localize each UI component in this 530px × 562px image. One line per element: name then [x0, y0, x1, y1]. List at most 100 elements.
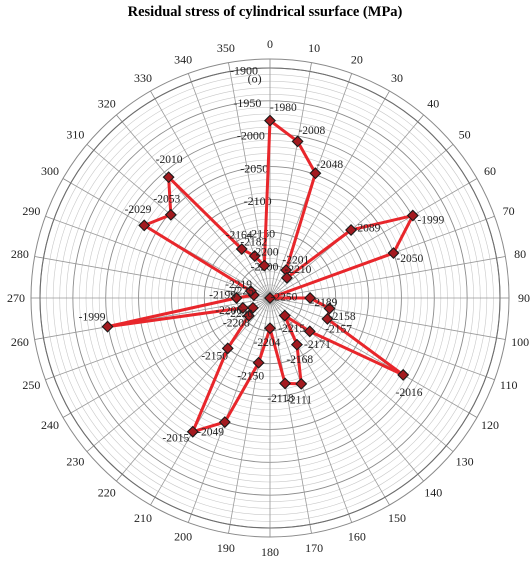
data-point-label: -2008	[298, 125, 325, 137]
rim-tick	[384, 496, 390, 506]
data-point-marker	[244, 285, 257, 298]
angle-tick-label: 190	[217, 541, 235, 555]
rim-tick	[485, 215, 495, 220]
angle-unit-label: (o)	[248, 72, 262, 86]
radial-tick-label: -2150	[247, 227, 275, 241]
data-point-label: -2015	[162, 433, 189, 445]
data-point-label: -2210	[285, 264, 312, 276]
data-point-marker	[295, 377, 308, 390]
data-point-label: -2201	[282, 255, 309, 267]
data-point-marker	[248, 250, 261, 262]
rim-tick	[468, 178, 478, 184]
angle-spoke	[190, 81, 271, 299]
rim-tick	[34, 256, 44, 259]
angle-tick-label: 240	[41, 418, 59, 432]
rim-tick	[496, 337, 506, 340]
angle-spoke	[53, 218, 271, 299]
data-point-label: -2199	[209, 290, 236, 302]
angle-tick-label: 140	[424, 486, 442, 500]
data-point-marker	[321, 312, 334, 325]
data-point-label: -2157	[325, 324, 352, 336]
angle-tick-label: 20	[351, 52, 363, 66]
radial-tick-label: -2100	[244, 194, 272, 208]
data-point-marker	[387, 247, 400, 260]
angle-tick-label: 310	[66, 128, 84, 142]
data-point-marker	[218, 416, 231, 429]
angle-tick-label: 230	[66, 454, 84, 468]
angle-spoke	[269, 297, 419, 475]
angle-tick-label: 180	[261, 545, 279, 559]
angle-spoke	[269, 297, 447, 447]
angle-tick-label: 70	[503, 204, 515, 218]
data-point-marker	[304, 292, 317, 304]
angle-tick-label: 40	[427, 96, 439, 110]
rim-tick	[417, 473, 424, 482]
rim-tick	[45, 376, 55, 381]
data-point-label: -2118	[267, 393, 294, 405]
data-point-label: -2053	[153, 193, 180, 205]
data-point-marker	[246, 301, 259, 314]
rim-tick	[228, 524, 231, 534]
angle-tick-label: 110	[500, 378, 518, 392]
data-point-marker	[345, 224, 358, 236]
angle-tick-label: 50	[459, 128, 471, 142]
rim-tick	[496, 256, 506, 259]
rim-tick	[468, 412, 478, 418]
data-point-marker	[186, 425, 199, 438]
data-point-marker	[221, 342, 234, 355]
rim-tick	[384, 90, 390, 100]
data-point-marker	[309, 167, 322, 180]
angle-tick-label: 170	[305, 541, 323, 555]
rim-tick	[309, 62, 312, 72]
data-point-marker	[101, 320, 114, 333]
data-point-marker	[162, 171, 175, 184]
data-point-marker	[397, 368, 410, 381]
data-point-marker	[280, 271, 293, 284]
angle-spoke	[269, 257, 497, 299]
radial-tick-label: -2050	[240, 161, 268, 175]
data-point-marker	[279, 377, 292, 390]
data-point-marker	[290, 338, 303, 351]
data-point-label: -2200	[252, 246, 279, 258]
data-point-marker	[291, 135, 304, 148]
data-point-label: -2158	[329, 311, 356, 323]
angle-tick-label: 250	[22, 378, 40, 392]
angle-spoke	[269, 71, 311, 299]
angle-spoke	[269, 182, 470, 299]
rim-tick	[116, 114, 123, 123]
data-point-label: -1980	[270, 102, 297, 114]
rim-tick	[187, 513, 192, 523]
rim-tick	[86, 445, 95, 452]
data-point-marker	[252, 356, 265, 369]
angle-spoke	[190, 297, 271, 515]
data-point-marker	[258, 259, 271, 272]
angle-spoke	[43, 297, 271, 339]
angle-tick-label: 90	[518, 291, 530, 305]
data-point-label: -2189	[311, 297, 338, 309]
angle-spoke	[269, 149, 447, 299]
angle-tick-label: 330	[134, 71, 152, 85]
data-point-label: -2168	[286, 354, 313, 366]
angle-tick-label: 210	[134, 511, 152, 525]
angle-spoke	[269, 297, 497, 339]
angle-axis-labels: 0 10 20 30 40 50 60 70 80 90 100 110 120 130 140 150 160…	[7, 37, 530, 559]
angle-tick-label: 130	[456, 454, 474, 468]
angle-tick-label: 10	[308, 41, 320, 55]
data-point-label: -2164	[226, 230, 253, 242]
angle-tick-label: 320	[98, 96, 116, 110]
data-point-marker	[236, 301, 249, 314]
radial-tick-label: -1950	[233, 96, 261, 110]
data-point-labels: -1980-2008 -2048 -2201-2210 -2089 -1999 -2050…	[79, 102, 445, 445]
angle-tick-label: 100	[511, 335, 529, 349]
data-point-label: -1999	[79, 312, 106, 324]
chart-title: Residual stress of cylindrical ssurface …	[127, 4, 403, 20]
rim-tick	[445, 445, 454, 452]
angle-spoke	[121, 297, 271, 475]
angle-tick-label: 260	[11, 335, 29, 349]
rim-tick	[348, 513, 353, 523]
data-series	[101, 114, 419, 438]
data-point-marker	[303, 325, 316, 338]
angle-tick-label: 220	[98, 486, 116, 500]
radial-axis-labels: -1900 -1950 -2000 -2050 -2100 -2150 -2200	[230, 63, 279, 273]
